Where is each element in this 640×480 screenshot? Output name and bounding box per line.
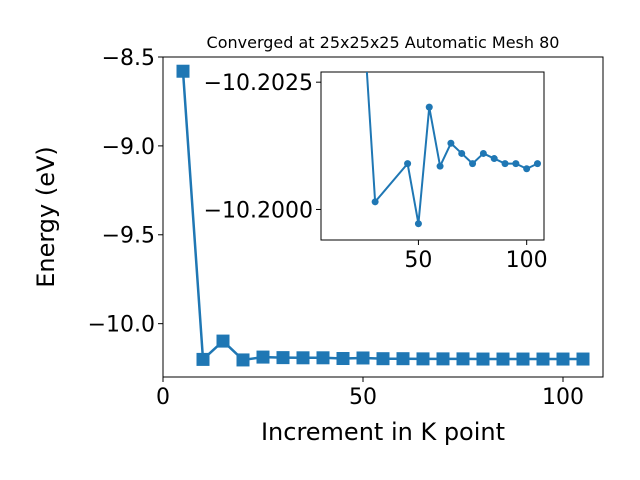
inset-x-tick-label: 100 (506, 248, 548, 273)
main-data-point (416, 352, 430, 366)
inset-data-point (425, 103, 433, 111)
inset-plot-frame (320, 71, 545, 241)
main-y-tick-label: −9.5 (102, 224, 155, 249)
inset-data-point (512, 160, 520, 168)
inset-data-point (479, 149, 487, 157)
main-x-tick-label: 50 (349, 385, 377, 410)
main-ticks: 0 50 100 −10.0 −9.5 −9.0 −8.5 (88, 46, 584, 410)
inset-ticks: 50 100 −10.2025 −10.2000 (204, 71, 548, 273)
main-data-point (476, 352, 490, 366)
main-data-point (176, 64, 190, 78)
inset-axes: 50 100 −10.2025 −10.2000 (204, 71, 548, 273)
main-y-tick-label: −8.5 (102, 46, 155, 71)
inset-data-point (490, 155, 498, 163)
main-data-point (496, 352, 510, 366)
main-series (176, 64, 590, 367)
inset-series (365, 72, 542, 228)
main-data-point (296, 351, 310, 365)
main-data-point (336, 352, 350, 366)
main-data-point (396, 352, 410, 366)
inset-data-point (458, 149, 466, 157)
inset-data-point (469, 160, 477, 168)
inset-data-point (523, 165, 531, 173)
inset-y-tick-label: −10.2025 (204, 71, 313, 96)
inset-data-point (534, 160, 542, 168)
inset-data-point (404, 160, 412, 168)
main-x-tick-label: 100 (542, 385, 584, 410)
main-chart-title: Converged at 25x25x25 Automatic Mesh 80 (207, 33, 560, 52)
inset-x-tick-label: 50 (404, 248, 432, 273)
main-data-point (536, 352, 550, 366)
main-data-point (276, 351, 290, 365)
main-data-point (316, 351, 330, 365)
inset-data-point (447, 139, 455, 147)
main-data-point (556, 352, 570, 366)
main-data-point (516, 352, 530, 366)
inset-data-point (436, 162, 444, 170)
main-data-point (236, 353, 250, 367)
main-data-point (216, 334, 230, 348)
main-data-point (456, 352, 470, 366)
inset-data-point (414, 220, 422, 228)
main-y-tick-label: −9.0 (102, 135, 155, 160)
main-data-point (196, 352, 210, 366)
main-data-point (356, 351, 370, 365)
inset-y-tick-label: −10.2000 (204, 198, 313, 223)
main-y-tick-label: −10.0 (88, 313, 155, 338)
main-data-point (436, 352, 450, 366)
main-x-axis-label: Increment in K point (261, 418, 505, 446)
main-data-point (256, 350, 270, 364)
main-y-axis-label: Energy (eV) (32, 146, 60, 288)
main-x-tick-label: 0 (156, 385, 170, 410)
inset-data-point (371, 198, 379, 206)
main-data-point (376, 352, 390, 366)
inset-data-point (501, 160, 509, 168)
main-data-point (576, 352, 590, 366)
